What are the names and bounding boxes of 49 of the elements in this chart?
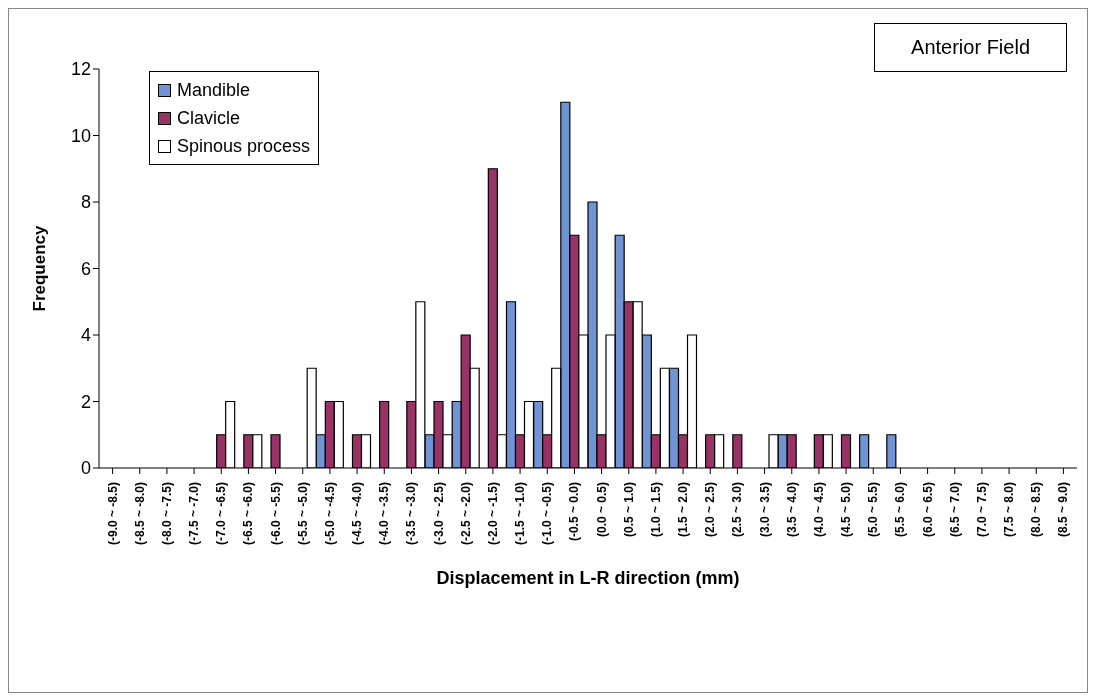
x-tick-label: (5.5 ~ 6.0) xyxy=(893,482,908,538)
x-tick-label: (-1.0 ~ -0.5) xyxy=(540,482,555,546)
x-tick-label: (-8.5 ~ -8.0) xyxy=(132,482,147,546)
x-tick-label: (-8.0 ~ -7.5) xyxy=(159,482,174,546)
x-tick-label: (7.5 ~ 8.0) xyxy=(1002,482,1017,538)
x-tick-label: (3.0 ~ 3.5) xyxy=(757,482,772,538)
x-tick-label: (-7.0 ~ -6.5) xyxy=(214,482,229,546)
x-tick-label: (-4.5 ~ -4.0) xyxy=(350,482,365,546)
x-tick-label: (1.0 ~ 1.5) xyxy=(648,482,663,538)
y-axis-title: Frequency xyxy=(30,224,50,312)
x-tick-label: (0.5 ~ 1.0) xyxy=(621,482,636,538)
x-tick-label: (-6.0 ~ -5.5) xyxy=(268,482,283,546)
x-tick-label: (-6.5 ~ -6.0) xyxy=(241,482,256,546)
y-tick-label: 8 xyxy=(80,192,91,213)
x-tick-label: (1.5 ~ 2.0) xyxy=(676,482,691,538)
x-tick-label: (4.0 ~ 4.5) xyxy=(811,482,826,538)
x-tick-label: (-4.0 ~ -3.5) xyxy=(377,482,392,546)
x-tick-label: (2.5 ~ 3.0) xyxy=(730,482,745,538)
x-tick-label: (-7.5 ~ -7.0) xyxy=(187,482,202,546)
x-axis-title: Displacement in L-R direction (mm) xyxy=(436,568,740,588)
y-tick-label: 6 xyxy=(80,258,91,279)
legend-label: Mandible xyxy=(177,79,251,101)
x-tick-label: (8.0 ~ 8.5) xyxy=(1029,482,1044,538)
x-tick-label: (4.5 ~ 5.0) xyxy=(839,482,854,538)
x-tick-label: (-2.0 ~ -1.5) xyxy=(485,482,500,546)
x-tick-label: (-5.0 ~ -4.5) xyxy=(322,482,337,546)
y-tick-label: 12 xyxy=(70,59,91,80)
x-tick-label: (8.5 ~ 9.0) xyxy=(1056,482,1071,538)
x-tick-label: (-3.0 ~ -2.5) xyxy=(431,482,446,546)
x-tick-label: (6.0 ~ 6.5) xyxy=(920,482,935,538)
x-tick-label: (2.0 ~ 2.5) xyxy=(703,482,718,538)
text-box: Anterior Field xyxy=(874,23,1067,72)
x-tick-label: (-9.0 ~ -8.5) xyxy=(105,482,120,546)
y-tick-label: 0 xyxy=(80,458,91,479)
y-tick-label: 2 xyxy=(80,391,91,412)
x-tick-label: (3.5 ~ 4.0) xyxy=(784,482,799,538)
x-tick-label: (-3.5 ~ -3.0) xyxy=(404,482,419,546)
y-tick-label: 4 xyxy=(80,325,91,346)
legend-label: Clavicle xyxy=(177,107,241,129)
x-tick-label: (0.0 ~ 0.5) xyxy=(594,482,609,538)
x-tick-label: (7.0 ~ 7.5) xyxy=(974,482,989,538)
x-tick-label: (-5.5 ~ -5.0) xyxy=(295,482,310,546)
x-tick-label: (6.5 ~ 7.0) xyxy=(947,482,962,538)
legend-label: Spinous process xyxy=(177,135,311,157)
x-tick-label: (5.0 ~ 5.5) xyxy=(866,482,881,538)
x-tick-label: (-0.5 ~ 0.0) xyxy=(567,482,582,542)
x-tick-label: (-2.5 ~ -2.0) xyxy=(458,482,473,546)
x-tick-label: (-1.5 ~ -1.0) xyxy=(513,482,528,546)
y-tick-label: 10 xyxy=(70,125,91,146)
